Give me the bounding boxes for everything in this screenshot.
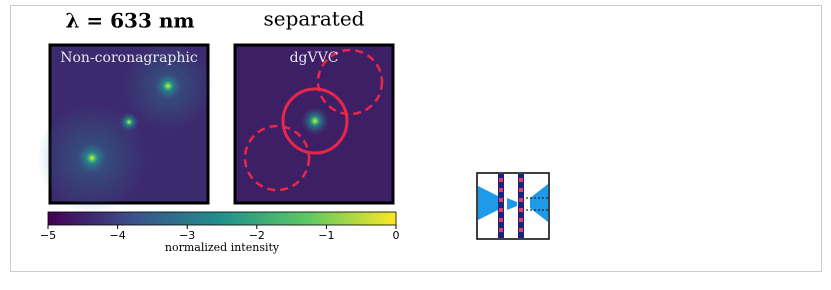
tick-label: −3 — [179, 229, 195, 242]
tick-label: −1 — [318, 229, 334, 242]
panel-label: Non-coronagraphic — [60, 50, 198, 66]
frame — [10, 5, 822, 272]
tick-label: 0 — [393, 229, 400, 242]
panel-label: dgVVC — [290, 50, 339, 66]
panel-2: dgVVC — [233, 43, 395, 205]
tick-label: −5 — [40, 229, 56, 242]
tick-label: −2 — [249, 229, 265, 242]
title-left: λ = 633 nm — [65, 9, 194, 33]
colorbar-label: normalized intensity — [165, 241, 280, 254]
colorbar: normalized intensity −5 −4 −3 −2 −1 0 — [40, 211, 400, 254]
tick-label: −4 — [109, 229, 125, 242]
diagram — [476, 172, 550, 240]
panel-1: Non-coronagraphic — [37, 41, 213, 213]
title-right: separated — [264, 7, 365, 31]
